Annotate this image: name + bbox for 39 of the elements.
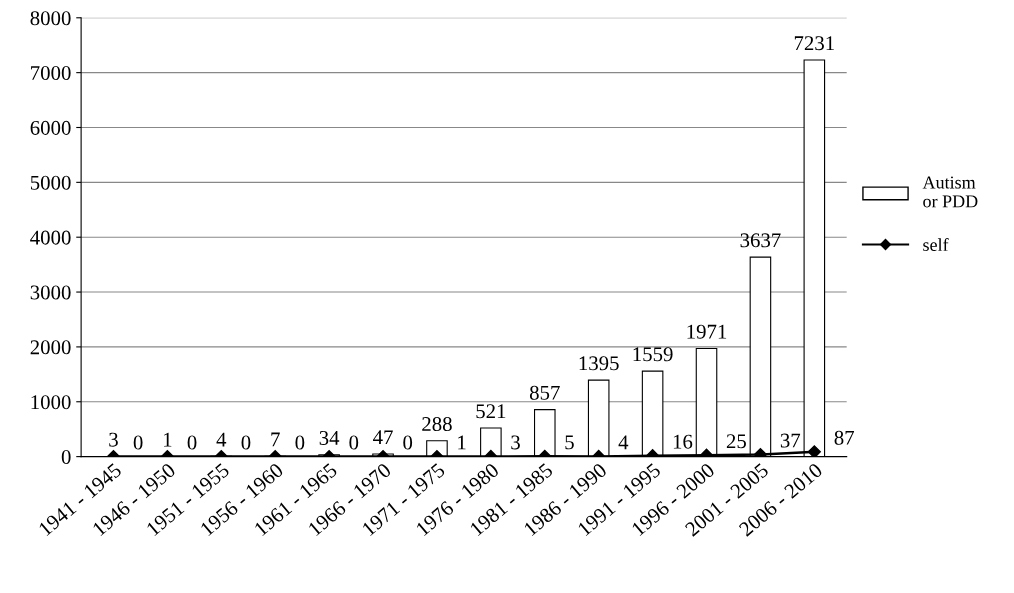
data-label: 47 (373, 430, 393, 445)
y-tick-label: 7000 (31, 66, 71, 81)
data-label: 0 (403, 435, 413, 450)
data-label: 16 (673, 434, 693, 449)
y-tick-label: 6000 (30, 120, 71, 135)
data-label: 7231 (794, 36, 834, 51)
data-label: 1 (164, 432, 172, 447)
y-tick-label: 5000 (30, 175, 71, 190)
data-label: 0 (295, 435, 305, 450)
data-label: 87 (834, 430, 855, 445)
legend-label: Autism or PDD (922, 176, 978, 208)
legend-label: self (923, 238, 949, 251)
data-label: 4 (618, 435, 629, 450)
y-tick-label: 3000 (30, 285, 71, 300)
data-label: 4 (216, 432, 227, 447)
data-label: 1395 (579, 356, 619, 371)
y-tick-label: 2000 (30, 340, 71, 355)
y-tick-label: 8000 (30, 11, 71, 26)
data-label: 857 (529, 385, 560, 400)
data-label: 34 (319, 430, 340, 445)
data-label: 37 (780, 433, 801, 448)
data-label: 3 (511, 435, 520, 450)
data-label: 3637 (740, 233, 781, 248)
y-tick-label: 0 (61, 449, 71, 465)
data-label: 3 (109, 432, 118, 447)
data-label: 0 (349, 435, 359, 450)
data-label: 25 (726, 434, 746, 449)
data-label: 0 (133, 435, 143, 450)
data-label: 288 (422, 416, 452, 432)
data-label: 1 (458, 435, 466, 450)
data-label: 5 (565, 435, 574, 450)
data-label: 0 (187, 435, 197, 450)
data-label: 1971 (687, 324, 727, 339)
data-label: 521 (476, 404, 506, 419)
data-label: 1559 (633, 347, 673, 362)
y-tick-label: 1000 (31, 395, 71, 410)
data-label: 0 (241, 435, 251, 450)
y-tick-label: 4000 (30, 230, 71, 245)
data-label: 7 (271, 432, 280, 447)
